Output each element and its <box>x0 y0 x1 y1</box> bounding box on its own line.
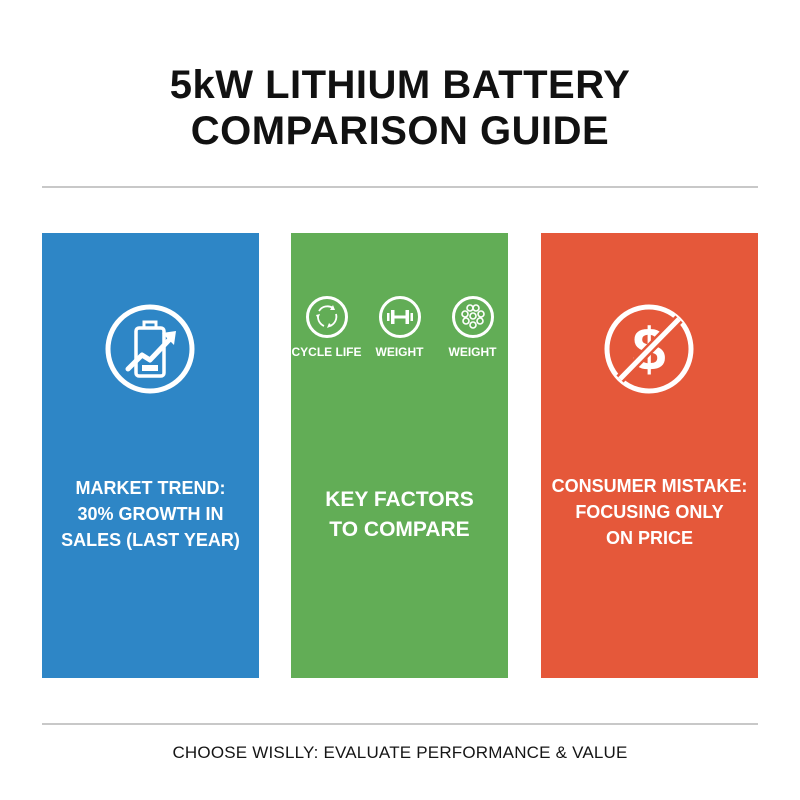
factor-label-weight: WEIGHT <box>375 345 424 359</box>
title-line-1: 5kW LITHIUM BATTERY <box>169 63 631 107</box>
key-factors-panel: CYCLE LIFE WEIGHT <box>291 233 508 678</box>
dumbbell-icon <box>378 296 421 338</box>
factor-label-weight-2: WEIGHT <box>448 345 497 359</box>
consumer-mistake-text: CONSUMER MISTAKE: FOCUSING ONLY ON PRICE <box>541 473 758 551</box>
bottom-divider <box>42 723 758 725</box>
key-factors-line-1: KEY FACTORS <box>325 488 474 511</box>
market-trend-text: MARKET TREND: 30% GROWTH IN SALES (LAST … <box>42 475 259 553</box>
no-dollar-icon: $ <box>604 304 694 394</box>
footer-tagline: CHOOSE WISLLY: EVALUATE PERFORMANCE & VA… <box>172 743 628 762</box>
factor-icons: CYCLE LIFE WEIGHT <box>291 295 508 359</box>
market-trend-line-2: 30% GROWTH IN <box>77 504 224 524</box>
factor-weight-2: WEIGHT <box>442 295 504 359</box>
cycle-icon <box>305 296 348 338</box>
consumer-mistake-panel: $ CONSUMER MISTAKE: FOCUSING ONLY ON PRI… <box>541 233 758 678</box>
key-factors-line-2: TO COMPARE <box>329 518 470 541</box>
factor-cycle-life: CYCLE LIFE <box>292 295 362 359</box>
market-trend-line-1: MARKET TREND: <box>75 478 226 498</box>
market-trend-panel: MARKET TREND: 30% GROWTH IN SALES (LAST … <box>42 233 259 678</box>
cells-icon <box>451 296 494 338</box>
consumer-mistake-line-1: CONSUMER MISTAKE: <box>551 476 748 496</box>
page-title: 5kW LITHIUM BATTERY COMPARISON GUIDE <box>0 62 800 154</box>
factor-label-cycle-life: CYCLE LIFE <box>291 345 362 359</box>
consumer-mistake-line-3: ON PRICE <box>605 528 693 548</box>
key-factors-text: KEY FACTORS TO COMPARE <box>291 485 508 545</box>
top-divider <box>42 186 758 188</box>
market-trend-line-3: SALES (LAST YEAR) <box>61 530 240 550</box>
battery-growth-icon <box>105 304 195 394</box>
consumer-mistake-line-2: FOCUSING ONLY <box>575 502 724 522</box>
title-line-2: COMPARISON GUIDE <box>190 109 610 153</box>
factor-weight: WEIGHT <box>369 295 431 359</box>
